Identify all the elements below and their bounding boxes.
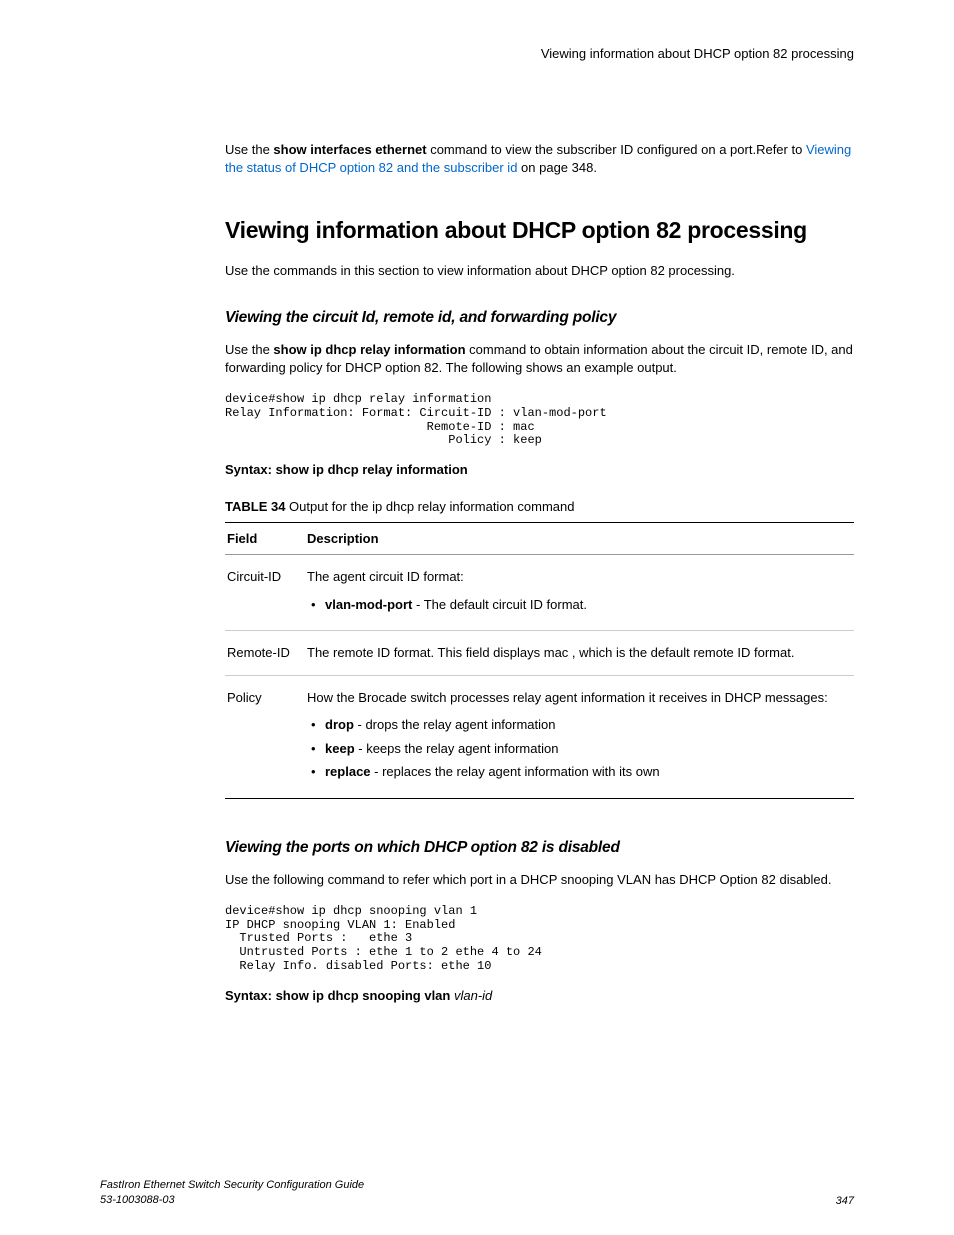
desc-intro: The agent circuit ID format: — [307, 567, 848, 587]
list-item-rest: - The default circuit ID format. — [412, 597, 587, 612]
syntax-arg-2: vlan-id — [454, 988, 492, 1003]
desc-bold: mac — [544, 645, 569, 660]
syntax-line-1: Syntax: show ip dhcp relay information — [225, 462, 854, 477]
col-header-field: Field — [225, 523, 305, 555]
sec1-p-cmd: show ip dhcp relay information — [273, 342, 465, 357]
table-header-row: Field Description — [225, 523, 854, 555]
col-header-description: Description — [305, 523, 854, 555]
desc-post: , which is the default remote ID format. — [568, 645, 794, 660]
subsection-2-paragraph: Use the following command to refer which… — [225, 871, 854, 889]
list-item-rest: - keeps the relay agent information — [355, 741, 559, 756]
cli-output-2: device#show ip dhcp snooping vlan 1 IP D… — [225, 905, 854, 974]
desc-cell: The remote ID format. This field display… — [305, 631, 854, 676]
table-caption-text: Output for the ip dhcp relay information… — [285, 499, 574, 514]
subsection-1-paragraph: Use the show ip dhcp relay information c… — [225, 341, 854, 377]
cli-output-1: device#show ip dhcp relay information Re… — [225, 393, 854, 448]
desc-list: vlan-mod-port - The default circuit ID f… — [307, 595, 848, 615]
syntax-cmd-1: show ip dhcp relay information — [276, 462, 468, 477]
desc-list: drop - drops the relay agent information… — [307, 715, 848, 782]
intro-paragraph: Use the show interfaces ethernet command… — [225, 141, 854, 177]
list-item: drop - drops the relay agent information — [325, 715, 848, 735]
intro-pre-text: Use the — [225, 142, 273, 157]
field-cell: Circuit-ID — [225, 555, 305, 631]
desc-intro: How the Brocade switch processes relay a… — [307, 688, 848, 708]
desc-cell: The agent circuit ID format: vlan-mod-po… — [305, 555, 854, 631]
section-heading: Viewing information about DHCP option 82… — [225, 217, 854, 244]
relay-info-table: Field Description Circuit-ID The agent c… — [225, 522, 854, 799]
running-header: Viewing information about DHCP option 82… — [225, 46, 854, 61]
list-item-bold: vlan-mod-port — [325, 597, 412, 612]
subsection-heading-2: Viewing the ports on which DHCP option 8… — [225, 839, 854, 857]
list-item-rest: - replaces the relay agent information w… — [371, 764, 660, 779]
table-row: Circuit-ID The agent circuit ID format: … — [225, 555, 854, 631]
list-item-rest: - drops the relay agent information — [354, 717, 556, 732]
footer-doc-title: FastIron Ethernet Switch Security Config… — [100, 1178, 364, 1192]
field-cell: Policy — [225, 675, 305, 798]
footer-doc-number: 53-1003088-03 — [100, 1193, 364, 1207]
list-item: keep - keeps the relay agent information — [325, 739, 848, 759]
intro-command: show interfaces ethernet — [273, 142, 426, 157]
intro-link-suffix: on page 348. — [517, 160, 597, 175]
list-item: vlan-mod-port - The default circuit ID f… — [325, 595, 848, 615]
table-row: Policy How the Brocade switch processes … — [225, 675, 854, 798]
syntax-label-2: Syntax: — [225, 988, 276, 1003]
list-item-bold: replace — [325, 764, 371, 779]
syntax-line-2: Syntax: show ip dhcp snooping vlan vlan-… — [225, 988, 854, 1003]
table-row: Remote-ID The remote ID format. This fie… — [225, 631, 854, 676]
footer-page-number: 347 — [836, 1195, 854, 1207]
syntax-label-1: Syntax: — [225, 462, 276, 477]
field-cell: Remote-ID — [225, 631, 305, 676]
desc-cell: How the Brocade switch processes relay a… — [305, 675, 854, 798]
page-footer: FastIron Ethernet Switch Security Config… — [100, 1178, 854, 1207]
intro-post-text: command to view the subscriber ID config… — [427, 142, 806, 157]
list-item-bold: drop — [325, 717, 354, 732]
list-item: replace - replaces the relay agent infor… — [325, 762, 848, 782]
desc-pre: The remote ID format. This field display… — [307, 645, 544, 660]
section-body: Use the commands in this section to view… — [225, 262, 854, 280]
subsection-heading-1: Viewing the circuit Id, remote id, and f… — [225, 309, 854, 327]
syntax-cmd-2: show ip dhcp snooping vlan — [276, 988, 454, 1003]
table-caption: TABLE 34 Output for the ip dhcp relay in… — [225, 499, 854, 514]
list-item-bold: keep — [325, 741, 355, 756]
table-caption-label: TABLE 34 — [225, 499, 285, 514]
sec1-p-pre: Use the — [225, 342, 273, 357]
